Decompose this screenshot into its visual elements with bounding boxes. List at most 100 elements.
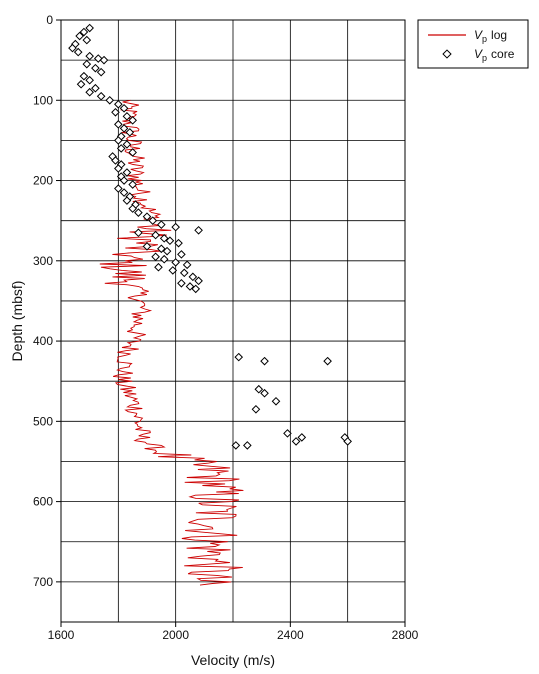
vp-core-point — [159, 254, 169, 264]
x-tick-label: 2400 — [277, 628, 304, 642]
vp-core-point — [142, 242, 152, 251]
legend-log-suffix: log — [491, 28, 507, 42]
vp-core-point — [114, 164, 123, 173]
vp-core-point — [162, 246, 172, 256]
vp-core-point — [128, 180, 137, 189]
vp-core-point — [91, 83, 100, 93]
vp-core-point — [291, 437, 301, 446]
axis-ticks: 1600 2000 2400 2800 0 100 200 300 400 500 600 700 — [33, 13, 419, 642]
vp-core-point — [142, 212, 152, 221]
legend-core-symbol: V — [474, 47, 483, 61]
vp-core-point — [191, 284, 201, 294]
vp-core-point — [128, 148, 137, 157]
vp-core-point — [148, 216, 158, 225]
y-tick-label: 100 — [33, 93, 53, 107]
y-axis-label: Depth (mbsf) — [9, 281, 25, 362]
vp-core-point — [168, 266, 178, 275]
vp-core-point — [154, 262, 163, 272]
vp-core-point — [151, 230, 160, 240]
legend-core-swatch-diamond — [442, 49, 452, 59]
vp-core-point — [122, 168, 132, 177]
vp-core-point — [114, 99, 123, 109]
vp-core-point — [159, 234, 169, 243]
vp-core-point — [125, 128, 135, 137]
vp-core-point — [179, 268, 189, 278]
vp-core-point — [194, 225, 203, 235]
vp-core-point — [119, 188, 129, 197]
vp-core-point — [177, 250, 186, 259]
vp-core-point — [91, 63, 100, 73]
vp-log-trace — [99, 99, 244, 586]
grid-lines — [61, 20, 405, 622]
y-tick-label: 600 — [33, 495, 53, 509]
vp-core-point — [96, 91, 106, 101]
vp-core-point — [68, 43, 77, 53]
vp-core-point — [260, 388, 269, 398]
x-tick-label: 2000 — [162, 628, 189, 642]
vp-core-point — [234, 352, 244, 362]
vp-core-point — [231, 441, 241, 450]
vp-core-point — [157, 220, 166, 229]
vp-core-point — [111, 107, 120, 117]
vp-core-point — [297, 433, 307, 442]
vp-core-point — [119, 176, 129, 185]
vp-core-point — [122, 196, 132, 205]
vp-core-point — [111, 156, 120, 165]
y-tick-label: 700 — [33, 575, 53, 589]
vp-core-point — [75, 31, 84, 41]
vp-core-point — [171, 258, 180, 267]
vp-core-point — [79, 71, 89, 81]
legend-log-symbol: V — [474, 28, 483, 42]
vp-core-point — [251, 404, 261, 414]
vp-core-point — [171, 222, 180, 232]
vp-core-point — [114, 120, 123, 129]
vp-core-point — [243, 441, 252, 450]
vp-core-point — [174, 238, 183, 248]
plot-area-frame — [60, 19, 406, 623]
vp-core-point — [194, 276, 203, 286]
vp-core-point — [188, 272, 198, 282]
vp-core-point — [128, 204, 137, 213]
legend-log-label: Vp log — [474, 28, 507, 44]
legend-core-suffix: core — [491, 47, 515, 61]
x-tick-label: 2800 — [392, 628, 419, 642]
vp-core-point — [122, 140, 132, 149]
y-tick-label: 400 — [33, 334, 53, 348]
vp-core-point — [79, 27, 89, 37]
vp-core-point — [151, 252, 160, 262]
vp-core-point — [177, 278, 186, 288]
vp-core-point — [85, 87, 94, 97]
vp-core-point — [165, 236, 175, 246]
vp-core-point — [114, 184, 123, 193]
vp-core-point — [85, 75, 94, 85]
vp-core-point — [343, 437, 352, 446]
legend-core-subscript: p — [482, 53, 487, 63]
legend-box — [417, 19, 529, 69]
vp-core-point — [96, 67, 106, 77]
vp-core-point — [134, 228, 143, 238]
vp-core-point — [85, 23, 94, 33]
vp-core-point — [185, 282, 195, 291]
vp-core-point — [114, 136, 123, 145]
vp-core-point — [119, 124, 129, 133]
vp-core-point — [254, 384, 264, 394]
y-tick-label: 200 — [33, 174, 53, 188]
vp-core-point — [85, 51, 94, 61]
vp-core-point — [128, 116, 137, 125]
vp-core-point — [283, 429, 292, 438]
vp-core-point — [82, 35, 92, 45]
vp-core-point — [182, 260, 192, 270]
legend: Vp log Vp core — [417, 19, 529, 69]
vp-core-point — [93, 54, 103, 63]
y-tick-label: 500 — [33, 414, 53, 428]
vp-core-point — [105, 95, 115, 105]
legend-core-label: Vp core — [474, 47, 515, 63]
y-tick-label: 300 — [33, 254, 53, 268]
vp-core-point — [99, 55, 109, 65]
vp-core-point — [119, 103, 129, 113]
vp-log-series — [99, 99, 244, 586]
x-axis-label: Velocity (m/s) — [191, 652, 275, 668]
vp-core-point — [122, 112, 132, 121]
legend-log-subscript: p — [482, 34, 487, 44]
